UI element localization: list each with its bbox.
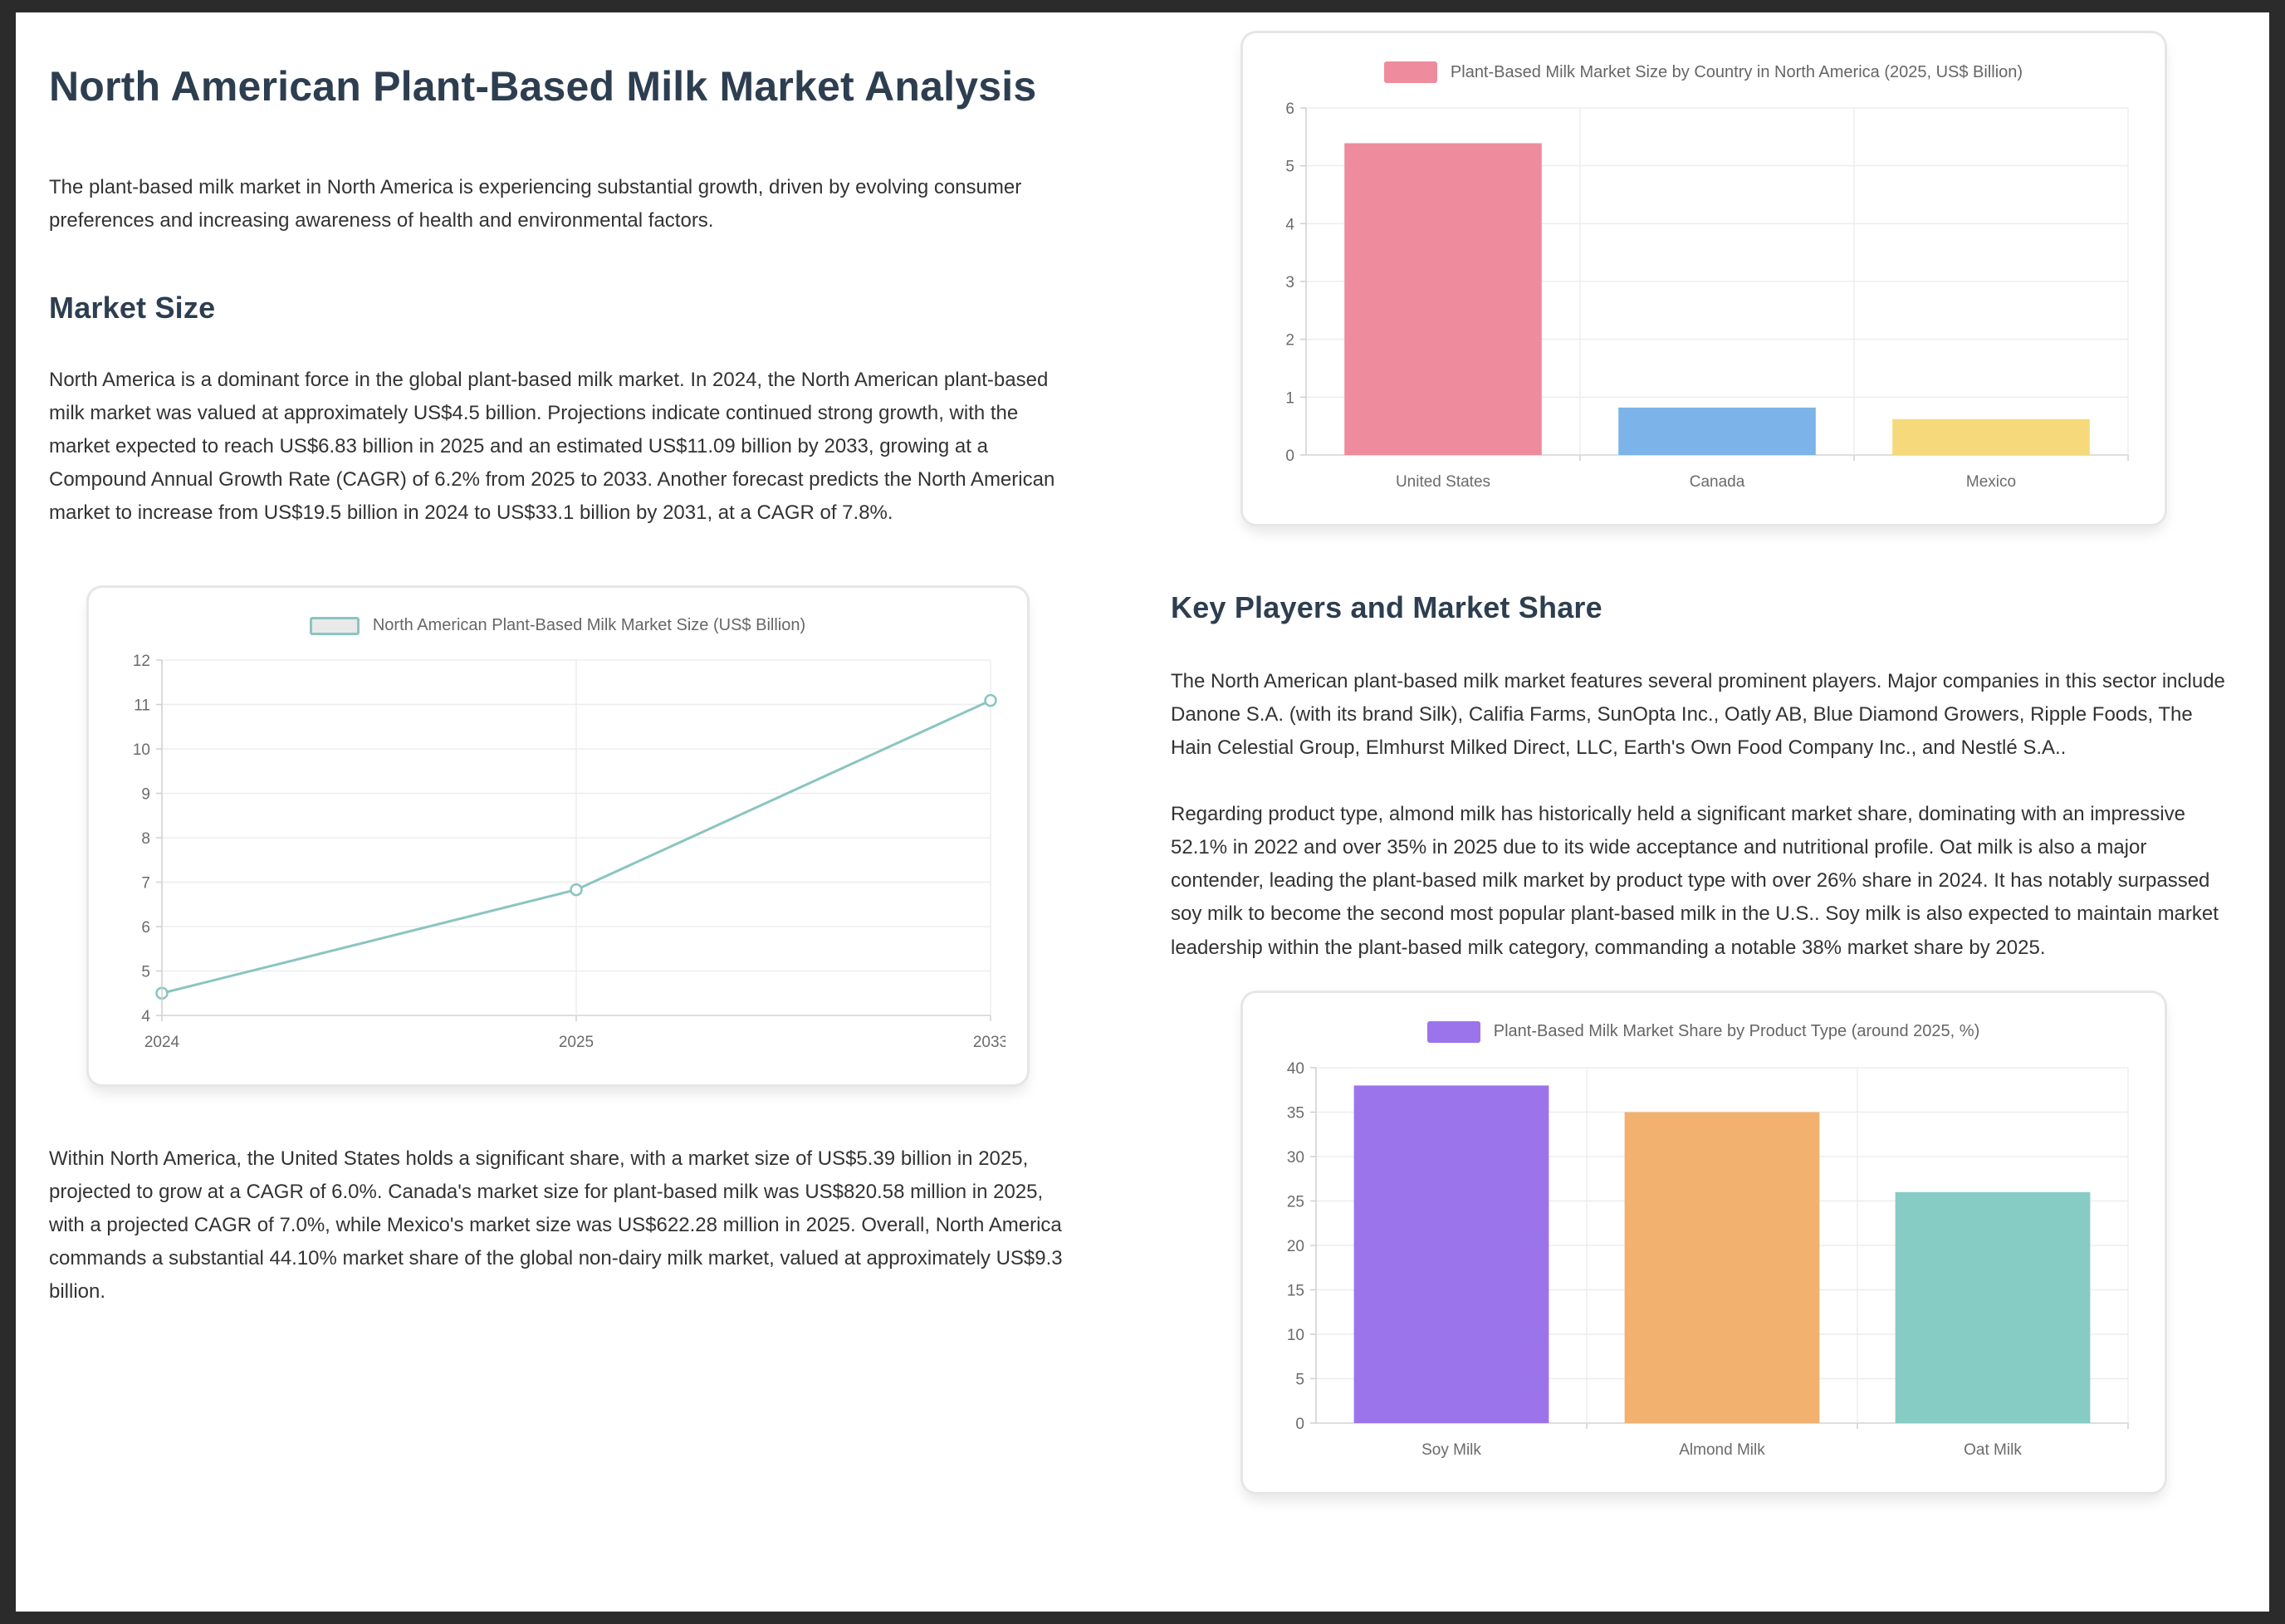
svg-text:15: 15 <box>1286 1282 1304 1299</box>
svg-text:Oat Milk: Oat Milk <box>1964 1441 2022 1459</box>
svg-text:5: 5 <box>141 964 150 981</box>
svg-text:40: 40 <box>1286 1060 1304 1078</box>
svg-text:5: 5 <box>1295 1371 1304 1388</box>
svg-text:2033: 2033 <box>972 1034 1005 1051</box>
svg-text:30: 30 <box>1286 1149 1304 1167</box>
svg-text:12: 12 <box>132 653 149 670</box>
svg-text:9: 9 <box>141 786 150 804</box>
page-title: North American Plant-Based Milk Market A… <box>49 63 1037 110</box>
left-column: North American Plant-Based Milk Market A… <box>49 33 1066 1591</box>
svg-text:8: 8 <box>141 830 150 848</box>
svg-text:3: 3 <box>1285 274 1294 291</box>
product-legend-swatch-icon <box>1426 1020 1480 1043</box>
svg-text:4: 4 <box>141 1008 150 1025</box>
svg-text:1: 1 <box>1285 389 1294 407</box>
svg-text:Soy Milk: Soy Milk <box>1421 1441 1481 1459</box>
svg-text:11: 11 <box>134 697 150 715</box>
line-chart-plot: 4 5 6 7 8 9 10 11 12 2024 2025 2033 <box>132 653 1007 1051</box>
svg-text:2: 2 <box>1285 332 1294 350</box>
svg-text:Canada: Canada <box>1689 473 1744 491</box>
line-chart-legend-label: North American Plant-Based Milk Market S… <box>372 616 806 635</box>
report-page: North American Plant-Based Milk Market A… <box>16 12 2269 1612</box>
country-bar-chart-card: Plant-Based Milk Market Size by Country … <box>1242 33 2165 524</box>
svg-text:0: 0 <box>1295 1416 1304 1433</box>
line-chart-card: North American Plant-Based Milk Market S… <box>88 588 1027 1085</box>
svg-text:Almond Milk: Almond Milk <box>1679 1441 1765 1459</box>
svg-text:United States: United States <box>1395 473 1490 491</box>
key-players-paragraph-1: The North American plant-based milk mark… <box>1171 670 2225 760</box>
svg-text:10: 10 <box>1286 1327 1304 1344</box>
country-chart-legend[interactable]: Plant-Based Milk Market Size by Country … <box>1263 61 2145 83</box>
country-legend-swatch-icon <box>1383 61 1437 83</box>
line-chart-legend[interactable]: North American Plant-Based Milk Market S… <box>109 616 1007 635</box>
product-chart-legend[interactable]: Plant-Based Milk Market Share by Product… <box>1263 1020 2145 1043</box>
line-legend-swatch-icon <box>309 616 360 635</box>
svg-text:5: 5 <box>1285 159 1294 176</box>
svg-text:35: 35 <box>1286 1104 1304 1122</box>
right-column: Plant-Based Milk Market Size by Country … <box>1171 33 2236 1591</box>
product-bar-chart-card: Plant-Based Milk Market Share by Product… <box>1242 992 2165 1492</box>
market-size-heading: Market Size <box>49 290 216 325</box>
key-players-heading: Key Players and Market Share <box>1171 590 1602 624</box>
svg-text:6: 6 <box>141 919 150 937</box>
product-bar-chart-plot: 0 5 10 15 20 25 30 35 40 Soy Milk Almond Milk Oat M… <box>1286 1060 2129 1459</box>
svg-text:7: 7 <box>141 875 150 893</box>
svg-text:2025: 2025 <box>558 1034 593 1051</box>
svg-text:25: 25 <box>1286 1193 1304 1211</box>
svg-text:0: 0 <box>1285 448 1294 465</box>
market-size-paragraph-1: North America is a dominant force in the… <box>49 368 1055 524</box>
key-players-paragraph-2: Regarding product type, almond milk has … <box>1171 803 2219 959</box>
svg-text:4: 4 <box>1285 216 1294 233</box>
market-size-paragraph-2: Within North America, the United States … <box>49 1147 1063 1304</box>
product-chart-legend-label: Plant-Based Milk Market Share by Product… <box>1493 1022 1980 1041</box>
svg-text:20: 20 <box>1286 1238 1304 1255</box>
svg-text:6: 6 <box>1285 100 1294 118</box>
svg-text:Mexico: Mexico <box>1965 473 2015 491</box>
country-chart-legend-label: Plant-Based Milk Market Size by Country … <box>1450 62 2023 81</box>
country-bar-chart-plot: 0 1 2 3 4 5 6 United States Canada Mexico <box>1285 100 2129 491</box>
intro-paragraph: The plant-based milk market in North Ame… <box>49 175 1022 232</box>
svg-text:10: 10 <box>132 741 149 759</box>
svg-text:2024: 2024 <box>144 1034 179 1051</box>
